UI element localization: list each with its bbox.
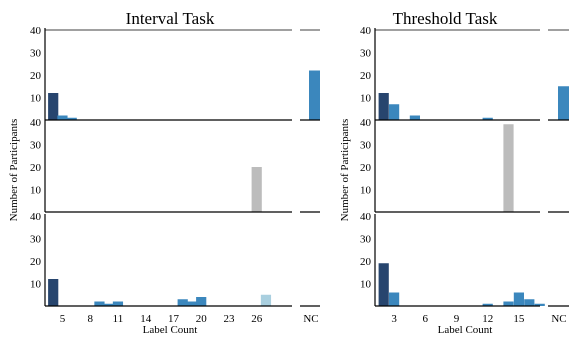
threshold-row3-ytick-label: 40 (360, 211, 372, 223)
interval-nc-area: NC (300, 29, 320, 325)
threshold-row1-ytick-label: 40 (360, 25, 372, 37)
threshold-row3-ytick-label: 10 (360, 279, 372, 291)
interval-row1-ytick-label: 20 (30, 70, 42, 82)
threshold-xtick-label: 3 (391, 313, 397, 325)
interval-row3-bar (103, 303, 114, 306)
threshold-row1-bar (409, 115, 420, 120)
interval-row1-ytick-label: 10 (30, 93, 42, 105)
threshold-row1-ytick-label: 30 (360, 48, 372, 60)
interval-xtick-label: 26 (251, 313, 263, 325)
interval-xtick-label: 8 (87, 313, 93, 325)
interval-row2-ytick-label: 20 (30, 162, 42, 174)
threshold-row3-bar (482, 303, 493, 306)
threshold-row1-nc-bar (558, 86, 569, 120)
interval-row3-bar (196, 297, 207, 306)
threshold-row3-bar (534, 303, 545, 306)
interval-row3-ytick-label: 30 (30, 234, 42, 246)
interval-plot-area: 10 20 30 40 10 20 30 40 10 20 30 40 5 8 11 14 17 20 23 26 (30, 25, 292, 325)
threshold-xtick-label: 9 (454, 313, 460, 325)
interval-xtick-label: 14 (140, 313, 152, 325)
interval-row2-ytick-label: 30 (30, 140, 42, 152)
interval-row1-bar (57, 115, 68, 120)
threshold-row3-bar (513, 292, 524, 306)
threshold-row2-ytick-label: 40 (360, 117, 372, 129)
interval-xtick-label: 17 (168, 313, 180, 325)
interval-row1-bar (66, 117, 77, 120)
interval-row3-ytick-label: 40 (30, 211, 42, 223)
interval-row2-ytick-label: 10 (30, 185, 42, 197)
threshold-row2-bar (503, 124, 514, 212)
threshold-row1-ytick-label: 10 (360, 93, 372, 105)
threshold-row3-bar (389, 292, 400, 306)
interval-row3-bar (94, 301, 105, 306)
interval-row1-ytick-label: 40 (30, 25, 42, 37)
interval-xtick-label: 20 (196, 313, 208, 325)
interval-row3-bar (186, 301, 198, 306)
interval-row3-ytick-label: 20 (30, 256, 42, 268)
interval-row1-bar (48, 93, 59, 120)
threshold-nc-area: NC (548, 29, 569, 325)
interval-row2-bar (251, 167, 262, 212)
interval-xtick-label: 23 (223, 313, 235, 325)
threshold-xtick-label: 6 (423, 313, 429, 325)
interval-row3-ytick-label: 10 (30, 279, 42, 291)
threshold-xlabel: Label Count (438, 324, 493, 336)
threshold-title: Threshold Task (393, 9, 498, 28)
threshold-row2-ytick-label: 20 (360, 162, 372, 174)
threshold-row3-bar (524, 299, 535, 306)
interval-row3-bar (260, 294, 272, 306)
threshold-panel: Threshold Task Number of Participants La… (339, 9, 569, 336)
interval-ylabel: Number of Participants (8, 119, 20, 222)
threshold-xtick-label: 15 (513, 313, 525, 325)
threshold-row1-bar (378, 93, 389, 120)
interval-xtick-label: 5 (60, 313, 66, 325)
interval-xlabel: Label Count (143, 324, 198, 336)
interval-row3-bar (177, 299, 188, 306)
interval-panel: Interval Task Number of Participants Lab… (8, 9, 320, 336)
interval-row3-bar (48, 279, 59, 306)
threshold-xtick-label: 12 (482, 313, 493, 325)
interval-row1-ytick-label: 30 (30, 48, 42, 60)
threshold-ylabel: Number of Participants (339, 119, 351, 222)
threshold-row1-bar (389, 104, 400, 120)
threshold-row1-ytick-label: 20 (360, 70, 372, 82)
threshold-row3-ytick-label: 20 (360, 256, 372, 268)
interval-title: Interval Task (126, 9, 215, 28)
threshold-row3-ytick-label: 30 (360, 234, 372, 246)
threshold-row2-ytick-label: 10 (360, 185, 372, 197)
interval-row3-bar (112, 301, 124, 306)
threshold-row2-ytick-label: 30 (360, 140, 372, 152)
threshold-nc-label: NC (551, 313, 566, 325)
threshold-row3-bar (503, 301, 514, 306)
threshold-row1-bar (482, 117, 493, 120)
interval-row1-nc-bar (309, 70, 320, 120)
interval-nc-label: NC (303, 313, 318, 325)
threshold-plot-area: 10 20 30 40 10 20 30 40 10 20 30 40 3 6 9 12 15 (360, 25, 545, 325)
threshold-row3-bar (378, 263, 389, 306)
interval-xtick-label: 11 (113, 313, 124, 325)
interval-row2-ytick-label: 40 (30, 117, 42, 129)
